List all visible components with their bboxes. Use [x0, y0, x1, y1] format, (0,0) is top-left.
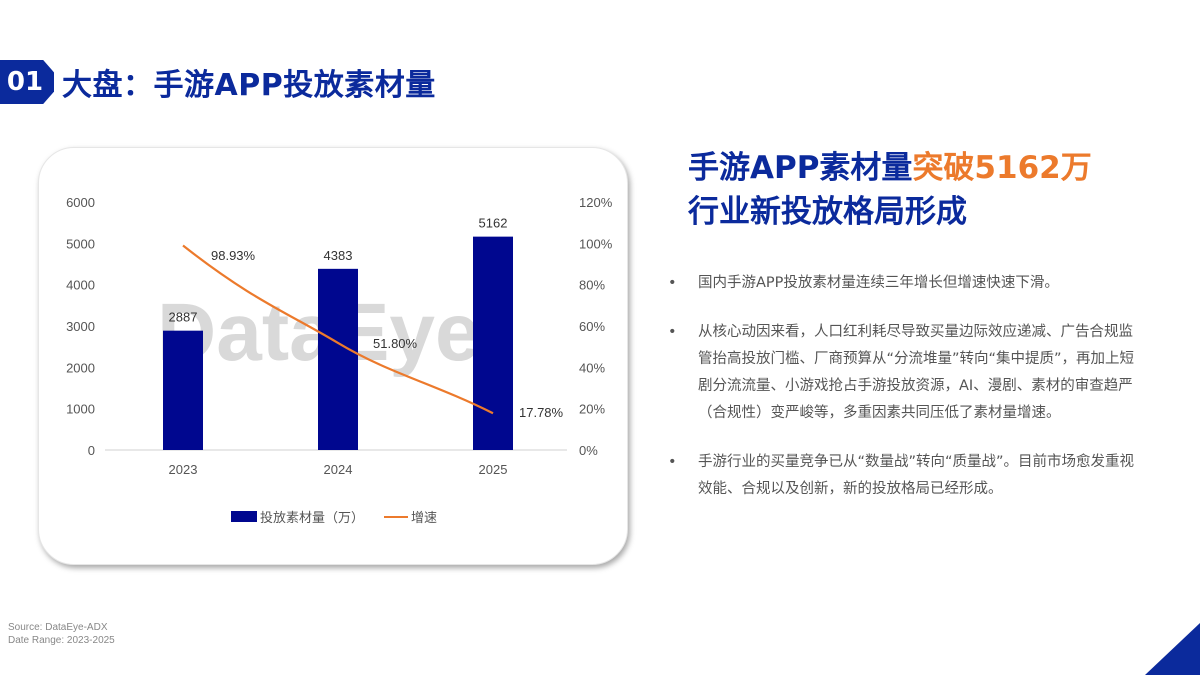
line-label: 98.93% — [211, 248, 256, 263]
heading-line2: 行业新投放格局形成 — [688, 194, 967, 230]
bullet-icon: • — [668, 275, 677, 291]
corner-decoration — [1145, 623, 1200, 675]
bullet-item: • 国内手游APP投放素材量连续三年增长但增速快速下滑。 — [664, 270, 1144, 297]
heading-accent: 突破5162万 — [912, 150, 1092, 186]
bar-label: 4383 — [324, 248, 353, 263]
right-axis-tick: 120% — [579, 195, 613, 210]
bar — [163, 330, 203, 450]
bullet-icon: • — [668, 454, 677, 470]
chart-card: DataEye01000200030004000500060000%20%40%… — [38, 147, 628, 565]
section-header: 01 大盘：手游APP投放素材量 — [0, 60, 436, 104]
left-axis-tick: 6000 — [66, 195, 95, 210]
left-axis-tick: 2000 — [66, 360, 95, 375]
left-axis-tick: 0 — [88, 443, 95, 458]
heading-main: 手游APP素材量 — [688, 150, 913, 186]
left-axis-tick: 5000 — [66, 236, 95, 251]
bar-label: 2887 — [169, 310, 198, 325]
side-heading: 手游APP素材量突破5162万 行业新投放格局形成 — [688, 146, 1092, 234]
legend-bar-swatch — [231, 511, 257, 522]
source-text: Source: DataEye-ADX — [8, 622, 108, 633]
left-axis-tick: 3000 — [66, 319, 95, 334]
right-axis-tick: 80% — [579, 278, 605, 293]
legend-bar-label: 投放素材量（万） — [260, 510, 364, 525]
section-number-badge: 01 — [0, 60, 54, 104]
bullet-list: • 国内手游APP投放素材量连续三年增长但增速快速下滑。 • 从核心动因来看，人口红… — [664, 270, 1144, 525]
right-axis-tick: 60% — [579, 319, 605, 334]
right-axis-tick: 0% — [579, 443, 598, 458]
combo-chart: DataEye01000200030004000500060000%20%40%… — [66, 195, 613, 525]
source-note: Source: DataEye-ADX Date Range: 2023-202… — [8, 621, 115, 647]
line-label: 51.80% — [373, 336, 418, 351]
bar — [318, 268, 358, 450]
bar-label: 5162 — [479, 216, 508, 231]
legend-line-label: 增速 — [411, 510, 437, 525]
bullet-item: • 手游行业的买量竞争已从“数量战”转向“质量战”。目前市场愈发重视效能、合规以及… — [664, 449, 1144, 503]
right-axis-tick: 100% — [579, 236, 613, 251]
line-label: 17.78% — [519, 405, 564, 420]
x-axis-tick: 2024 — [324, 462, 353, 477]
right-axis-tick: 40% — [579, 360, 605, 375]
x-axis-tick: 2025 — [479, 462, 508, 477]
bullet-item: • 从核心动因来看，人口红利耗尽导致买量边际效应递减、广告合规监管抬高投放门槛、厂… — [664, 319, 1144, 427]
date-range-text: Date Range: 2023-2025 — [8, 635, 115, 646]
right-axis-tick: 20% — [579, 402, 605, 417]
growth-line — [182, 244, 494, 415]
left-axis-tick: 1000 — [66, 402, 95, 417]
x-axis-tick: 2023 — [169, 462, 198, 477]
bar — [473, 236, 513, 450]
page-title: 大盘：手游APP投放素材量 — [62, 68, 436, 103]
left-axis-tick: 4000 — [66, 278, 95, 293]
bullet-icon: • — [668, 324, 677, 340]
